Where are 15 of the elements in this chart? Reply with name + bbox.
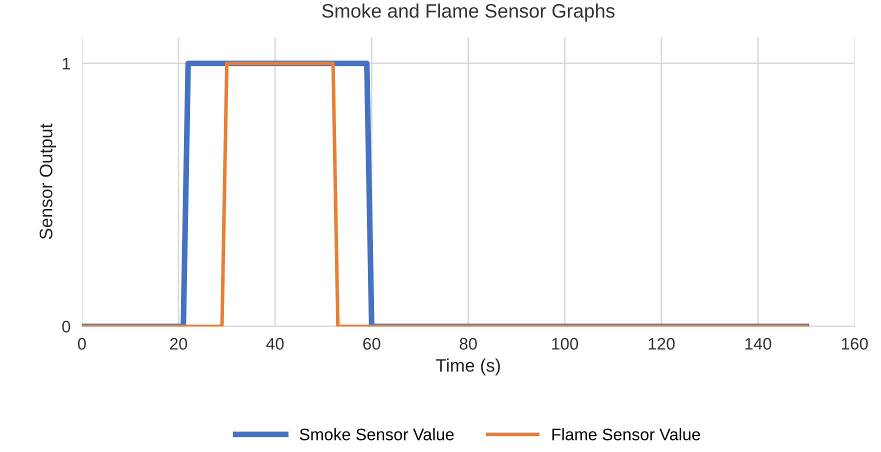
x-tick-label: 140: [745, 338, 772, 350]
x-tick-label: 160: [842, 338, 868, 350]
y-axis-title: Sensor Output: [40, 124, 56, 240]
legend-label: Smoke Sensor Value: [300, 428, 454, 440]
x-tick-label: 120: [648, 338, 675, 350]
x-tick-label: 0: [78, 338, 86, 350]
x-tick-label: 20: [170, 338, 188, 350]
y-tick-label: 1: [62, 58, 70, 70]
legend-label: Flame Sensor Value: [552, 428, 700, 440]
x-axis-title: Time (s): [436, 358, 500, 376]
x-tick-label: 80: [460, 338, 477, 350]
x-tick-label: 60: [363, 338, 380, 350]
chart-title: Smoke and Flame Sensor Graphs: [322, 4, 615, 22]
x-tick-label: 100: [552, 338, 578, 350]
x-tick-label: 40: [266, 338, 284, 350]
